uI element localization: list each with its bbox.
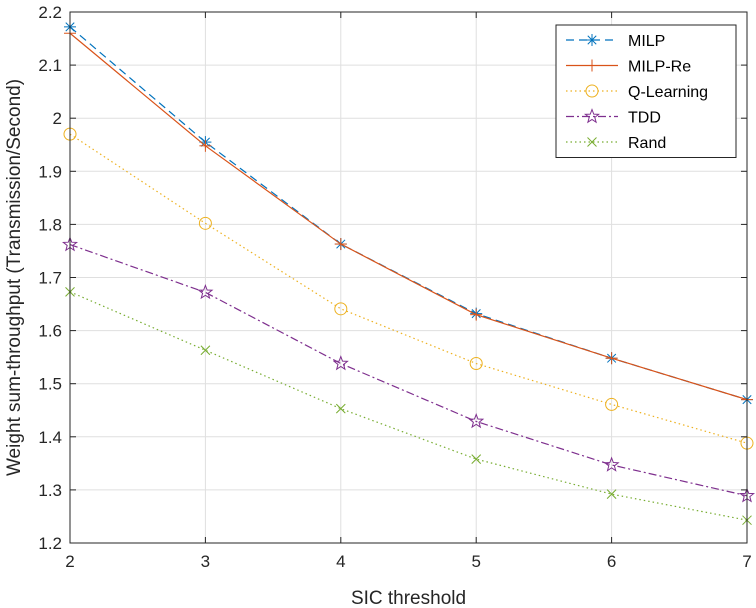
series-rand: [65, 286, 752, 526]
legend-entry: MILP: [566, 33, 665, 50]
data-point: [200, 345, 211, 356]
y-axis-label: Weight sum-throughput (Transmission/Seco…: [4, 79, 25, 476]
data-point: [471, 454, 482, 464]
legend-entry: MILP-Re: [566, 59, 691, 76]
legend-entry: TDD: [566, 108, 661, 127]
y-tick-label: 1.3: [38, 481, 62, 500]
x-tick-label: 6: [607, 552, 616, 571]
y-tick-label: 1.9: [38, 162, 62, 181]
series-q-learning: [63, 127, 754, 450]
data-point: [335, 403, 346, 414]
legend-marker: [587, 137, 597, 147]
legend-marker: [585, 84, 599, 98]
legend-entry: Rand: [566, 135, 666, 152]
x-tick-label: 4: [336, 552, 345, 571]
data-point: [606, 489, 617, 500]
series-line: [69, 32, 748, 401]
y-tick-label: 1.5: [38, 375, 62, 394]
x-axis-label: SIC threshold: [351, 588, 466, 608]
y-tick-label: 1.6: [38, 322, 62, 341]
data-point: [332, 355, 349, 371]
legend-label: TDD: [628, 110, 661, 127]
legend: MILP MILP-Re Q-Learning TDD Rand: [555, 24, 737, 158]
x-tick-label: 3: [201, 552, 210, 571]
data-point: [334, 238, 347, 251]
legend-label: Rand: [628, 135, 666, 152]
y-tick-label: 1.2: [38, 534, 62, 553]
y-tick-label: 2: [53, 109, 62, 128]
data-point: [603, 456, 620, 472]
data-point: [469, 357, 483, 371]
data-point: [199, 139, 212, 152]
legend-label: MILP-Re: [628, 59, 691, 76]
legend-marker: [586, 34, 598, 46]
data-point: [468, 412, 485, 429]
y-tick-label: 1.8: [38, 215, 62, 234]
data-point: [197, 283, 214, 300]
y-tick-label: 1.4: [38, 428, 62, 447]
y-tick-label: 2.2: [38, 3, 62, 22]
data-point: [605, 352, 618, 365]
data-point: [470, 308, 483, 321]
legend-label: Q-Learning: [628, 84, 708, 101]
x-tick-label: 5: [471, 552, 480, 571]
y-tick-label: 2.1: [38, 56, 62, 75]
data-point: [334, 302, 348, 316]
legend-entry: Q-Learning: [566, 84, 708, 101]
axis-ticks: 2 3 4 5 6 7 1.2 1.3 1.4 1.5 1.6 1.7 1.8 1.9 2 2.1 2.2: [38, 3, 751, 571]
series-line: [69, 291, 748, 521]
series-line: [69, 244, 748, 497]
data-point: [605, 397, 619, 411]
legend-label: MILP: [628, 33, 665, 50]
legend-marker: [583, 108, 601, 124]
series-line: [69, 133, 748, 444]
legend-marker: [586, 59, 598, 72]
data-point: [198, 216, 212, 230]
x-tick-label: 7: [742, 552, 751, 571]
plot-series: [61, 20, 756, 526]
y-tick-label: 1.7: [38, 269, 62, 288]
x-tick-label: 2: [65, 552, 74, 571]
